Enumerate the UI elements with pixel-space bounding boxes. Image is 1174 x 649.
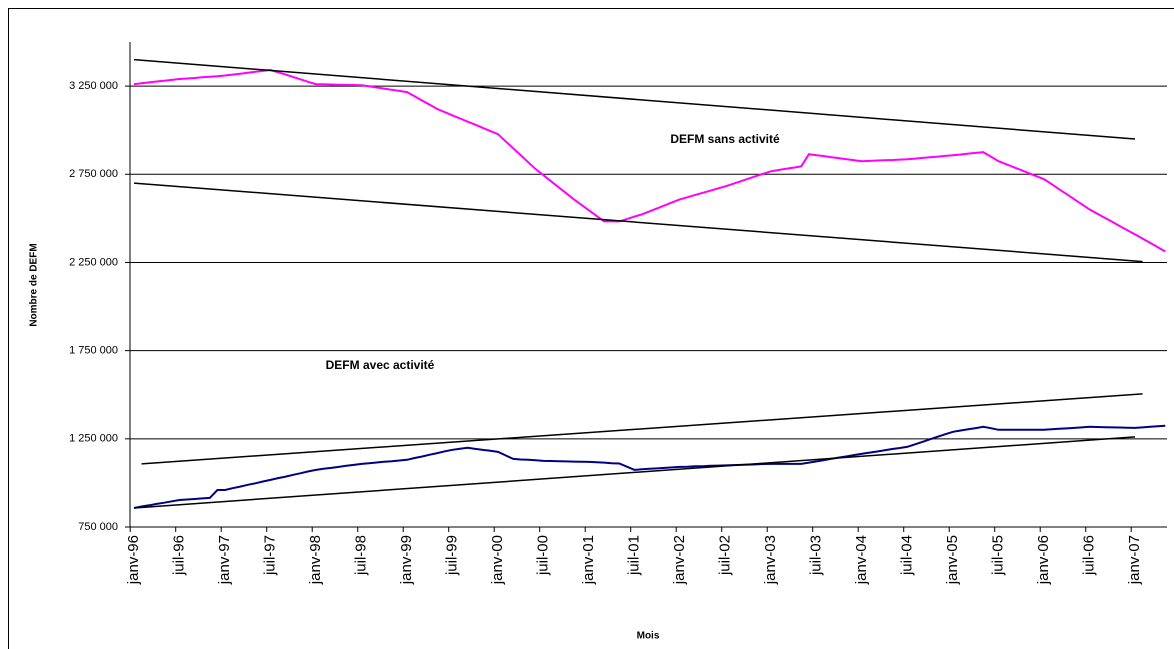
x-tick-label: juil-97 <box>261 535 278 576</box>
x-tick-label: juil-03 <box>807 535 824 576</box>
x-tick-label: juil-05 <box>989 535 1006 576</box>
x-tick-label: juil-04 <box>898 535 915 576</box>
chart-frame <box>8 8 1174 649</box>
x-tick-label: janv-01 <box>580 535 597 585</box>
x-tick-label: janv-99 <box>398 535 415 585</box>
trend-line <box>133 182 1143 263</box>
x-tick-label: janv-03 <box>762 535 779 585</box>
x-tick-label: juil-96 <box>170 535 187 576</box>
y-axis-title: Nombre de DEFM <box>29 243 40 326</box>
x-tick-label: janv-07 <box>1126 535 1143 585</box>
y-tick-label: 1 250 000 <box>69 433 118 445</box>
y-tick-label: 2 250 000 <box>69 256 118 268</box>
x-tick-label: juil-00 <box>534 535 551 576</box>
series-line <box>133 424 1166 509</box>
trend-line <box>133 436 1136 509</box>
x-tick-label: janv-04 <box>853 535 870 585</box>
y-tick-label: 3 250 000 <box>69 80 118 92</box>
x-tick-label: janv-05 <box>944 535 961 585</box>
x-tick-label: juil-98 <box>352 535 369 576</box>
x-tick-label: janv-00 <box>489 535 506 585</box>
x-tick-label: juil-06 <box>1080 535 1097 576</box>
y-tick-label: 2 750 000 <box>69 168 118 180</box>
x-tick-label: juil-02 <box>716 535 733 576</box>
x-tick-label: janv-98 <box>307 535 324 585</box>
x-tick-label: juil-99 <box>443 535 460 576</box>
x-tick-label: janv-02 <box>671 535 688 585</box>
series-line <box>133 68 1166 253</box>
x-tick-label: janv-06 <box>1035 535 1052 585</box>
annotation: DEFM sans activité <box>670 132 780 146</box>
y-tick-label: 750 000 <box>78 521 118 533</box>
annotation: DEFM avec activité <box>326 358 435 372</box>
y-tick-label: 1 750 000 <box>69 345 118 357</box>
x-tick-label: juil-01 <box>625 535 642 576</box>
x-tick-label: janv-96 <box>125 535 142 585</box>
trend-line <box>133 58 1136 140</box>
x-tick-label: janv-97 <box>216 535 233 585</box>
x-axis-title: Mois <box>637 631 660 642</box>
trend-line <box>141 393 1143 465</box>
